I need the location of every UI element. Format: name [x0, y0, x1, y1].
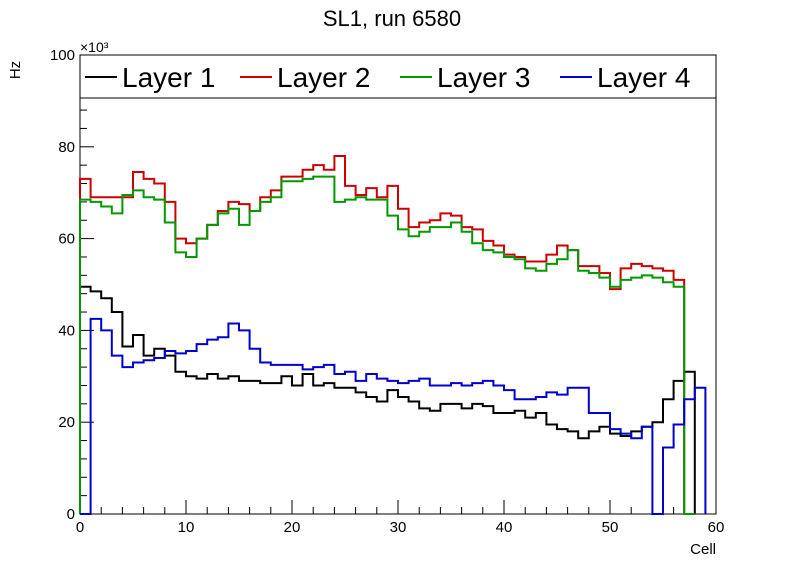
x-tick-label: 50 — [602, 519, 619, 536]
legend-box — [79, 54, 717, 99]
x-axis-label: Cell — [690, 541, 716, 558]
series-line-layer-1 — [79, 285, 696, 514]
y-axis-label: Hz — [7, 61, 24, 79]
series-line-layer-2 — [79, 154, 695, 515]
x-tick-label: 20 — [284, 519, 301, 536]
x-tick-label: 0 — [76, 519, 84, 536]
y-tick-label: 0 — [67, 506, 75, 523]
series-line-layer-4 — [80, 317, 707, 515]
legend-label-layer-1: Layer 1 — [122, 62, 215, 93]
x-tick-label: 60 — [708, 519, 725, 536]
chart-title: SL1, run 6580 — [323, 6, 461, 31]
legend-label-layer-4: Layer 4 — [597, 62, 690, 93]
legend-label-layer-3: Layer 3 — [437, 62, 530, 93]
x-tick-label: 40 — [496, 519, 513, 536]
y-tick-label: 60 — [58, 231, 75, 248]
y-tick-label: 80 — [58, 139, 75, 156]
x-tick-label: 30 — [390, 519, 407, 536]
legend-label-layer-2: Layer 2 — [277, 62, 370, 93]
y-tick-label: 100 — [50, 47, 75, 64]
y-tick-label: 20 — [58, 414, 75, 431]
y-axis-multiplier: ×10³ — [80, 39, 109, 55]
axis-ticks: 0 10 20 30 40 50 60 0 20 40 60 80 100 — [50, 47, 724, 536]
series-line-layer-3 — [79, 175, 695, 515]
y-tick-label: 40 — [58, 322, 75, 339]
series-group — [79, 154, 707, 515]
x-tick-label: 10 — [178, 519, 195, 536]
legend: Layer 1 Layer 2 Layer 3 Layer 4 — [79, 54, 717, 99]
